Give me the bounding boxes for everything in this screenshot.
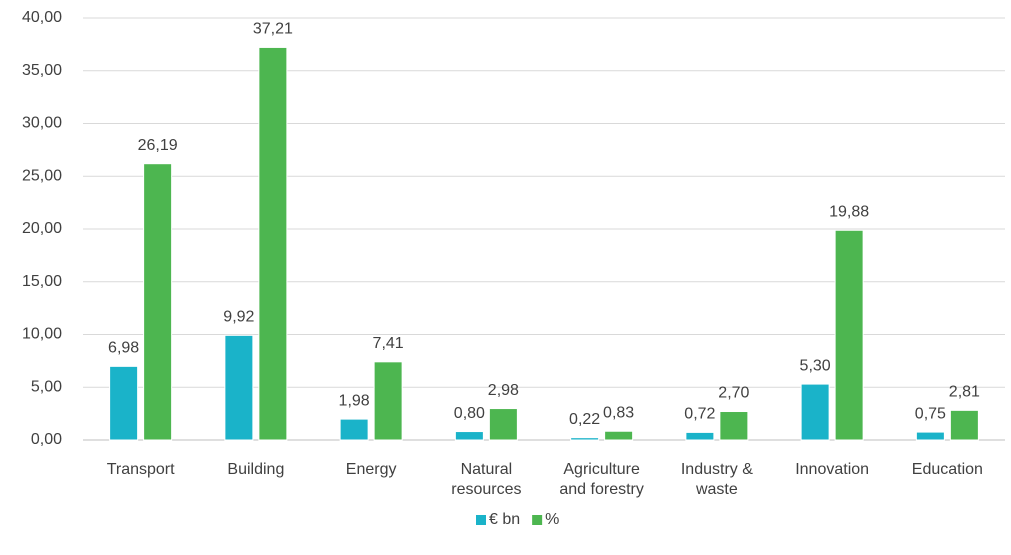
bar	[719, 411, 749, 441]
bar	[258, 46, 288, 441]
data-label: 6,98	[108, 340, 139, 357]
x-tick-label: Natural resources	[451, 461, 522, 498]
bar	[143, 163, 173, 441]
legend-label: %	[545, 511, 559, 528]
data-label: 0,80	[454, 405, 485, 422]
x-tick-label: Industry & waste	[680, 461, 753, 498]
data-label: 2,81	[949, 384, 980, 401]
x-tick-label: Agriculture and forestry	[559, 461, 644, 498]
data-label: 0,72	[684, 406, 715, 423]
legend-swatch	[476, 515, 486, 525]
y-tick-label: 25,00	[22, 167, 62, 184]
x-tick-label: Building	[227, 461, 285, 478]
data-label: 7,41	[373, 335, 404, 352]
bar	[224, 334, 254, 441]
y-tick-label: 0,00	[31, 431, 62, 448]
y-tick-label: 20,00	[22, 220, 62, 237]
legend-swatch	[532, 515, 543, 525]
bar	[570, 437, 600, 441]
data-label: 2,98	[488, 382, 519, 399]
data-label: 1,98	[339, 392, 370, 409]
bar	[915, 431, 945, 441]
x-tick-label: Innovation	[795, 461, 870, 478]
data-label: 0,83	[603, 404, 634, 421]
y-tick-label: 40,00	[22, 9, 62, 26]
bar	[800, 383, 830, 441]
bar	[454, 431, 484, 441]
bar	[949, 409, 979, 441]
data-label: 5,30	[800, 357, 831, 374]
y-tick-label: 10,00	[22, 326, 62, 343]
data-label: 19,88	[829, 203, 869, 220]
y-tick-label: 5,00	[31, 378, 62, 395]
y-tick-label: 30,00	[22, 115, 62, 132]
bar	[685, 431, 715, 441]
x-tick-label: Education	[911, 461, 983, 478]
data-label: 9,92	[223, 309, 254, 326]
data-label: 0,22	[569, 411, 600, 428]
bar	[339, 418, 369, 441]
data-label: 0,75	[915, 405, 946, 422]
bar	[834, 229, 864, 441]
data-label: 37,21	[253, 21, 293, 38]
x-tick-label: Transport	[106, 461, 175, 478]
x-tick-label: Energy	[345, 461, 397, 478]
bar	[373, 361, 403, 441]
y-tick-label: 35,00	[22, 62, 62, 79]
bar	[488, 408, 518, 441]
y-tick-label: 15,00	[22, 273, 62, 290]
legend-label: € bn	[489, 511, 520, 528]
bar	[604, 430, 634, 441]
data-label: 2,70	[718, 385, 749, 402]
data-label: 26,19	[138, 137, 178, 154]
bar	[109, 365, 139, 441]
